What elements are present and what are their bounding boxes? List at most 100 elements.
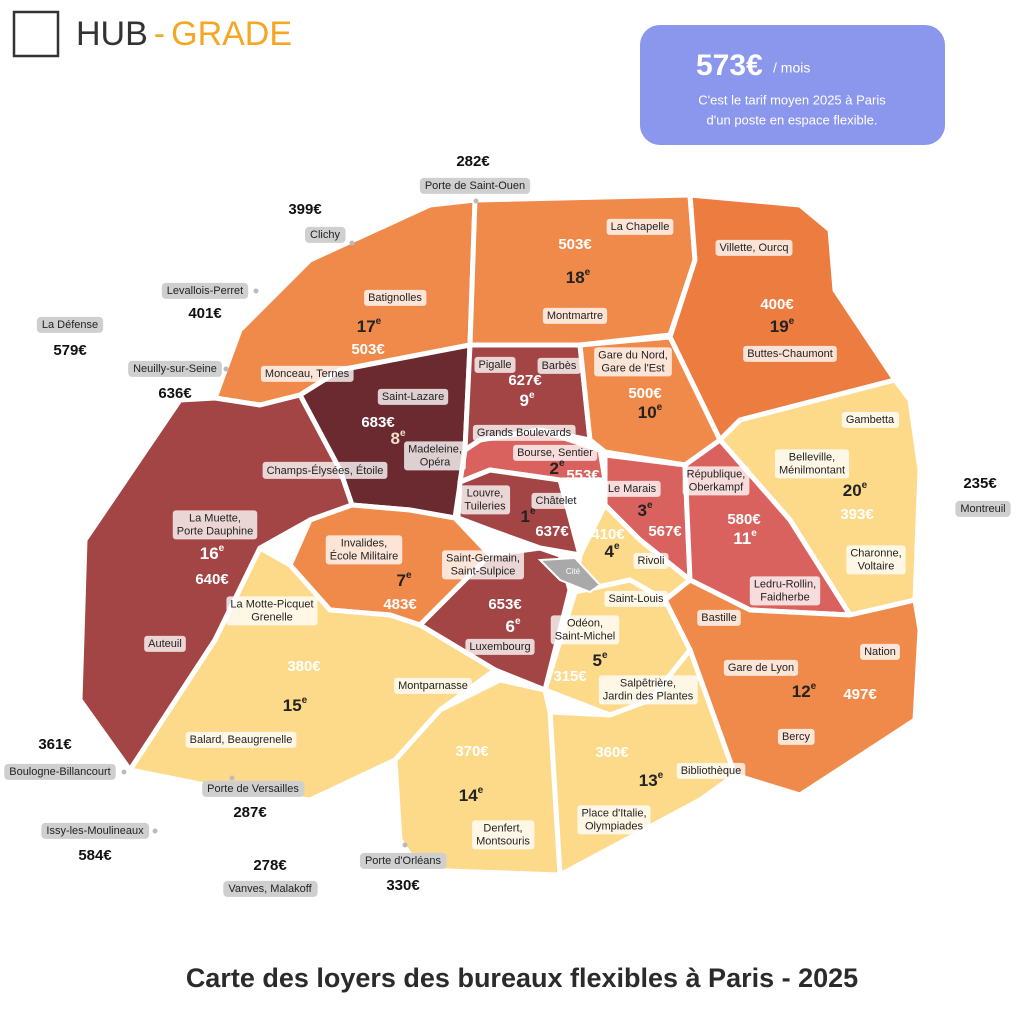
suffix: e bbox=[219, 543, 225, 554]
place-label: Olympiades bbox=[585, 820, 644, 832]
highlight-unit: / mois bbox=[773, 60, 810, 76]
label-box: Denfert,Montsouris bbox=[472, 820, 535, 850]
label-backdrop bbox=[550, 615, 620, 645]
marker-dot bbox=[229, 775, 235, 781]
suburb-price: 287€ bbox=[233, 804, 267, 821]
label-backdrop bbox=[531, 492, 581, 509]
marker-dot bbox=[402, 842, 408, 848]
price: 500€ bbox=[628, 385, 662, 402]
suburb-label: Clichy bbox=[305, 226, 346, 243]
suburb-backdrop bbox=[36, 316, 104, 333]
suffix: e bbox=[400, 428, 406, 439]
label-backdrop bbox=[749, 576, 821, 606]
place-label: Gare du Nord, bbox=[598, 349, 668, 361]
arrondissement-number: 6e bbox=[505, 616, 520, 637]
price: 370€ bbox=[455, 743, 489, 760]
place-label: Odéon, bbox=[567, 617, 603, 629]
logo-text: HUB - GRADE bbox=[76, 15, 292, 53]
place-label: Ménilmontant bbox=[779, 464, 845, 476]
place-label: Bastille bbox=[701, 612, 736, 624]
suffix: e bbox=[751, 528, 757, 539]
place-label: Saint-Louis bbox=[608, 593, 664, 605]
place-label: Grands Boulevards bbox=[477, 427, 572, 439]
label-box: Luxembourg bbox=[465, 638, 535, 655]
highlight-line: C'est le tarif moyen 2025 à Paris bbox=[698, 92, 886, 107]
place-label: Balard, Beaugrenelle bbox=[190, 734, 293, 746]
place-label: Denfert, bbox=[483, 822, 522, 834]
suburb-price: 579€ bbox=[53, 342, 87, 359]
place-label: Monceau, Ternes bbox=[265, 368, 350, 380]
label-box: La Chapelle bbox=[606, 218, 674, 235]
place-label: Opéra bbox=[420, 456, 451, 468]
label-box: Odéon,Saint-Michel bbox=[550, 615, 620, 645]
number: 2 bbox=[549, 459, 558, 478]
label-backdrop bbox=[598, 675, 698, 705]
place-label: Grenelle bbox=[251, 611, 293, 623]
place-label: Invalides, bbox=[341, 537, 387, 549]
price: 360€ bbox=[595, 744, 629, 761]
label-box: Gare du Nord,Gare de l'Est bbox=[594, 347, 672, 377]
price: 503€ bbox=[351, 341, 385, 358]
label-box: Auteuil bbox=[144, 635, 186, 652]
place-label: Pigalle bbox=[478, 359, 511, 371]
number: 1 bbox=[520, 507, 529, 526]
suburb-name: Clichy bbox=[310, 229, 340, 241]
place-label: Gare de Lyon bbox=[728, 662, 794, 674]
price: 503€ bbox=[558, 236, 592, 253]
label-box: République,Oberkampf bbox=[682, 466, 750, 496]
label-backdrop bbox=[606, 218, 674, 235]
label-box: Bourse, Sentier bbox=[513, 444, 598, 461]
place-label: Luxembourg bbox=[469, 641, 530, 653]
label-backdrop bbox=[172, 510, 258, 540]
place-label: Voltaire bbox=[858, 560, 895, 572]
label-backdrop bbox=[841, 411, 900, 428]
label-backdrop bbox=[226, 596, 318, 626]
logo-right: GRADE bbox=[171, 15, 292, 53]
price: 637€ bbox=[535, 523, 569, 540]
label-backdrop bbox=[676, 762, 746, 779]
place-label: Villette, Ourcq bbox=[720, 242, 789, 254]
marker-dot bbox=[152, 828, 158, 834]
label-box: Saint-Lazare bbox=[377, 388, 449, 405]
label-backdrop bbox=[743, 345, 837, 362]
price: 580€ bbox=[727, 511, 761, 528]
suffix: e bbox=[302, 695, 308, 706]
suburb-price: 399€ bbox=[288, 201, 322, 218]
label-box: Batignolles bbox=[364, 289, 427, 306]
label-box: Saint-Germain,Saint-Sulpice bbox=[442, 550, 524, 580]
place-label: Champs-Élysées, Étoile bbox=[267, 464, 384, 477]
price: 393€ bbox=[840, 506, 874, 523]
label-box: Gare de Lyon bbox=[723, 659, 799, 676]
place-label: Jardin des Plantes bbox=[603, 690, 694, 702]
label-box: Montmartre bbox=[542, 307, 608, 324]
suburb-label: Vanves, Malakoff bbox=[223, 880, 318, 897]
arrondissement-number: 20e bbox=[843, 480, 868, 501]
number: 12 bbox=[792, 682, 811, 701]
place-label: Salpêtrière, bbox=[620, 677, 676, 689]
suburb-name: Porte de Versailles bbox=[207, 783, 299, 795]
label-backdrop bbox=[542, 307, 608, 324]
place-label: Madeleine, bbox=[408, 443, 462, 455]
label-box: Bercy bbox=[777, 728, 815, 745]
price: 400€ bbox=[760, 296, 794, 313]
place-label: Oberkampf bbox=[689, 481, 744, 493]
label-backdrop bbox=[364, 289, 427, 306]
label-backdrop bbox=[474, 356, 516, 373]
marker-dot bbox=[349, 240, 355, 246]
suburb-price: 401€ bbox=[188, 305, 222, 322]
number: 7 bbox=[396, 571, 405, 590]
suburb-price: 278€ bbox=[253, 857, 287, 874]
arrondissement-number: 8e bbox=[390, 428, 405, 449]
price: 653€ bbox=[488, 596, 522, 613]
place-label: La Muette, bbox=[189, 512, 241, 524]
place-label: Louvre, bbox=[467, 487, 504, 499]
suburb-name: Neuilly-sur-Seine bbox=[133, 363, 217, 375]
label-box: Champs-Élysées, Étoile bbox=[262, 461, 388, 479]
suffix: e bbox=[658, 770, 664, 781]
label-box: Ledru-Rollin,Faidherbe bbox=[749, 576, 821, 606]
suburb-name: Vanves, Malakoff bbox=[228, 883, 312, 895]
suffix: e bbox=[406, 570, 412, 581]
place-label: Rivoli bbox=[638, 555, 665, 567]
suburb-price: 282€ bbox=[456, 153, 490, 170]
marker-dot bbox=[223, 366, 229, 372]
